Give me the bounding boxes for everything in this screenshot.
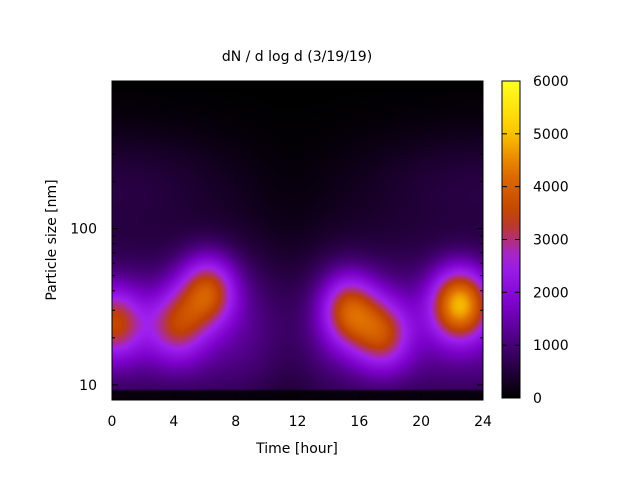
x-axis-label: Time [hour] bbox=[255, 441, 338, 457]
colorbar: 0 1000 2000 3000 4000 5000 6000 bbox=[501, 74, 569, 407]
y-axis: 10 100 bbox=[70, 86, 483, 394]
x-tick-label: 24 bbox=[474, 414, 492, 430]
y-tick-label: 100 bbox=[70, 222, 97, 238]
chart-title: dN / d log d (3/19/19) bbox=[222, 49, 372, 65]
y-tick-label: 10 bbox=[79, 378, 97, 394]
x-tick-label: 20 bbox=[412, 414, 430, 430]
colorbar-tick-label: 0 bbox=[533, 391, 542, 407]
colorbar-tick-label: 2000 bbox=[533, 285, 569, 301]
x-tick-label: 8 bbox=[231, 414, 240, 430]
y-axis-label: Particle size [nm] bbox=[44, 179, 60, 300]
x-tick-label: 16 bbox=[350, 414, 368, 430]
colorbar-tick-label: 3000 bbox=[533, 233, 569, 249]
x-tick-label: 0 bbox=[108, 414, 117, 430]
x-tick-label: 12 bbox=[289, 414, 307, 430]
colorbar-gradient bbox=[502, 81, 520, 398]
colorbar-tick-label: 5000 bbox=[533, 127, 569, 143]
colorbar-ticks: 0 1000 2000 3000 4000 5000 6000 bbox=[502, 74, 569, 407]
colorbar-tick-label: 1000 bbox=[533, 338, 569, 354]
x-axis: 0 4 8 12 16 20 24 bbox=[108, 81, 492, 430]
colorbar-tick-label: 6000 bbox=[533, 74, 569, 90]
plot-area bbox=[111, 80, 484, 401]
heatmap-image bbox=[112, 81, 483, 400]
x-tick-label: 4 bbox=[169, 414, 178, 430]
colorbar-tick-label: 4000 bbox=[533, 180, 569, 196]
